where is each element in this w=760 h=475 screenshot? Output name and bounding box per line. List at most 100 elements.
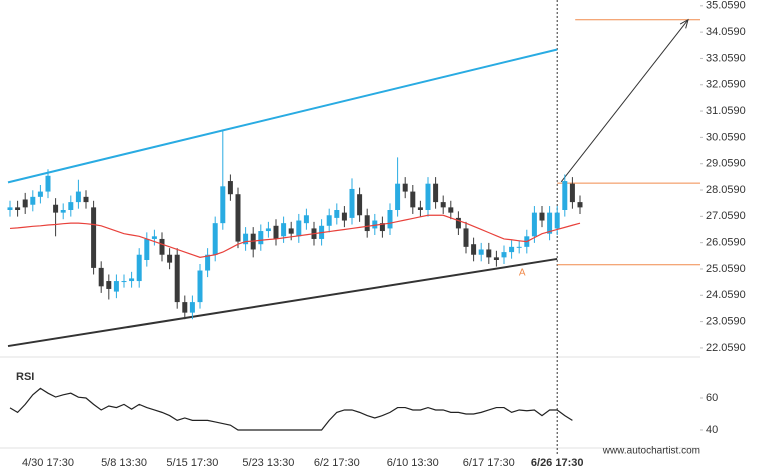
candle-body [136, 254, 142, 282]
moving-average [9, 214, 581, 258]
candle-body [227, 181, 233, 195]
candle-body [357, 194, 363, 216]
y-tick-label: 33.0590 [706, 52, 746, 64]
arrow-head [679, 18, 689, 29]
candle-body [258, 231, 264, 245]
candle-body [68, 202, 74, 210]
candle-body [577, 202, 583, 208]
y-tick-label: 28.0590 [706, 184, 746, 196]
candle-body [7, 207, 13, 210]
x-tick-label: 4/30 17:30 [22, 457, 74, 469]
candle-body [205, 254, 211, 271]
candle-body [22, 199, 28, 208]
candle-body [531, 212, 537, 237]
x-tick-label: 5/8 13:30 [101, 457, 147, 469]
candle-body [45, 175, 51, 192]
forecast-arrow [560, 19, 689, 183]
candle-body [273, 225, 279, 239]
candle-body [281, 223, 287, 237]
y-tick-label: 29.0590 [706, 158, 746, 170]
candle-body [30, 196, 36, 205]
y-tick-label: 23.0590 [706, 316, 746, 328]
candle-body [326, 215, 332, 226]
candle-body [53, 204, 59, 213]
y-tick-label: 24.0590 [706, 289, 746, 301]
candle-body [501, 252, 507, 258]
candle-body [129, 278, 135, 282]
candle-body [296, 220, 302, 237]
candle-body [288, 228, 294, 234]
candle-body [387, 210, 393, 229]
candle-body [455, 217, 461, 229]
candle-body [425, 183, 431, 210]
y-tick-label: 25.0590 [706, 263, 746, 275]
y-tick-label: 27.0590 [706, 210, 746, 222]
y-tick-label: 22.0590 [706, 342, 746, 354]
x-tick-label: 6/10 13:30 [387, 457, 439, 469]
candle-body [349, 188, 355, 218]
candle-body [151, 236, 157, 239]
candle-body [174, 254, 180, 303]
candle-body [433, 183, 439, 203]
candle-body [197, 270, 203, 303]
trendline [7, 257, 558, 348]
candle-body [440, 202, 446, 208]
pattern-label: A [519, 268, 526, 279]
x-tick-label: 6/17 17:30 [463, 457, 515, 469]
y-tick-label: 35.0590 [706, 0, 746, 12]
candle-body [106, 281, 112, 289]
candle-body [554, 212, 560, 229]
candle-body [220, 186, 226, 224]
candle-body [410, 191, 416, 208]
y-tick-label: 30.0590 [706, 131, 746, 143]
trendline [7, 48, 558, 184]
candle-body [121, 281, 127, 283]
candle-body [60, 210, 66, 213]
candle-body [98, 267, 104, 287]
candle-body [372, 220, 378, 229]
candle-body [75, 191, 81, 203]
candle-body [463, 228, 469, 247]
candle-body [547, 212, 553, 234]
candle-body [265, 228, 271, 232]
candle-body [37, 191, 43, 197]
candle-body [493, 257, 499, 260]
candle-body [395, 183, 401, 210]
candle-body [235, 194, 241, 242]
x-tick-label: 6/2 17:30 [314, 457, 360, 469]
candle-body [182, 302, 188, 313]
candle-body [448, 207, 454, 213]
candle-body [341, 212, 347, 221]
y-tick-label: 26.0590 [706, 237, 746, 249]
candle-body [113, 281, 119, 292]
x-tick-label: 5/23 13:30 [242, 457, 294, 469]
y-tick-label: 34.0590 [706, 26, 746, 38]
candle-body [303, 215, 309, 224]
candle-body [167, 254, 173, 263]
candle-body [402, 183, 408, 192]
x-tick-label: 5/15 17:30 [166, 457, 218, 469]
candle-body [486, 249, 492, 258]
candle-body [91, 207, 97, 268]
candle-body [189, 302, 195, 313]
candle-body [144, 238, 150, 260]
candle-body [243, 233, 249, 245]
candle-body [83, 196, 89, 203]
candle-body [212, 223, 218, 255]
rsi-tick-label: 40 [706, 424, 718, 436]
candle-body [379, 223, 385, 232]
candle-body [364, 215, 370, 232]
candle-body [569, 183, 575, 203]
y-tick-label: 31.0590 [706, 105, 746, 117]
candle-body [562, 181, 568, 210]
candle-body [471, 244, 477, 255]
y-tick-label: 32.0590 [706, 79, 746, 91]
candle-body [15, 207, 21, 210]
candle-body [509, 246, 515, 253]
source: www.autochartist.com [602, 446, 700, 457]
candle-body [417, 207, 423, 210]
rsi-title: RSI [16, 371, 34, 383]
candle-body [539, 212, 545, 221]
